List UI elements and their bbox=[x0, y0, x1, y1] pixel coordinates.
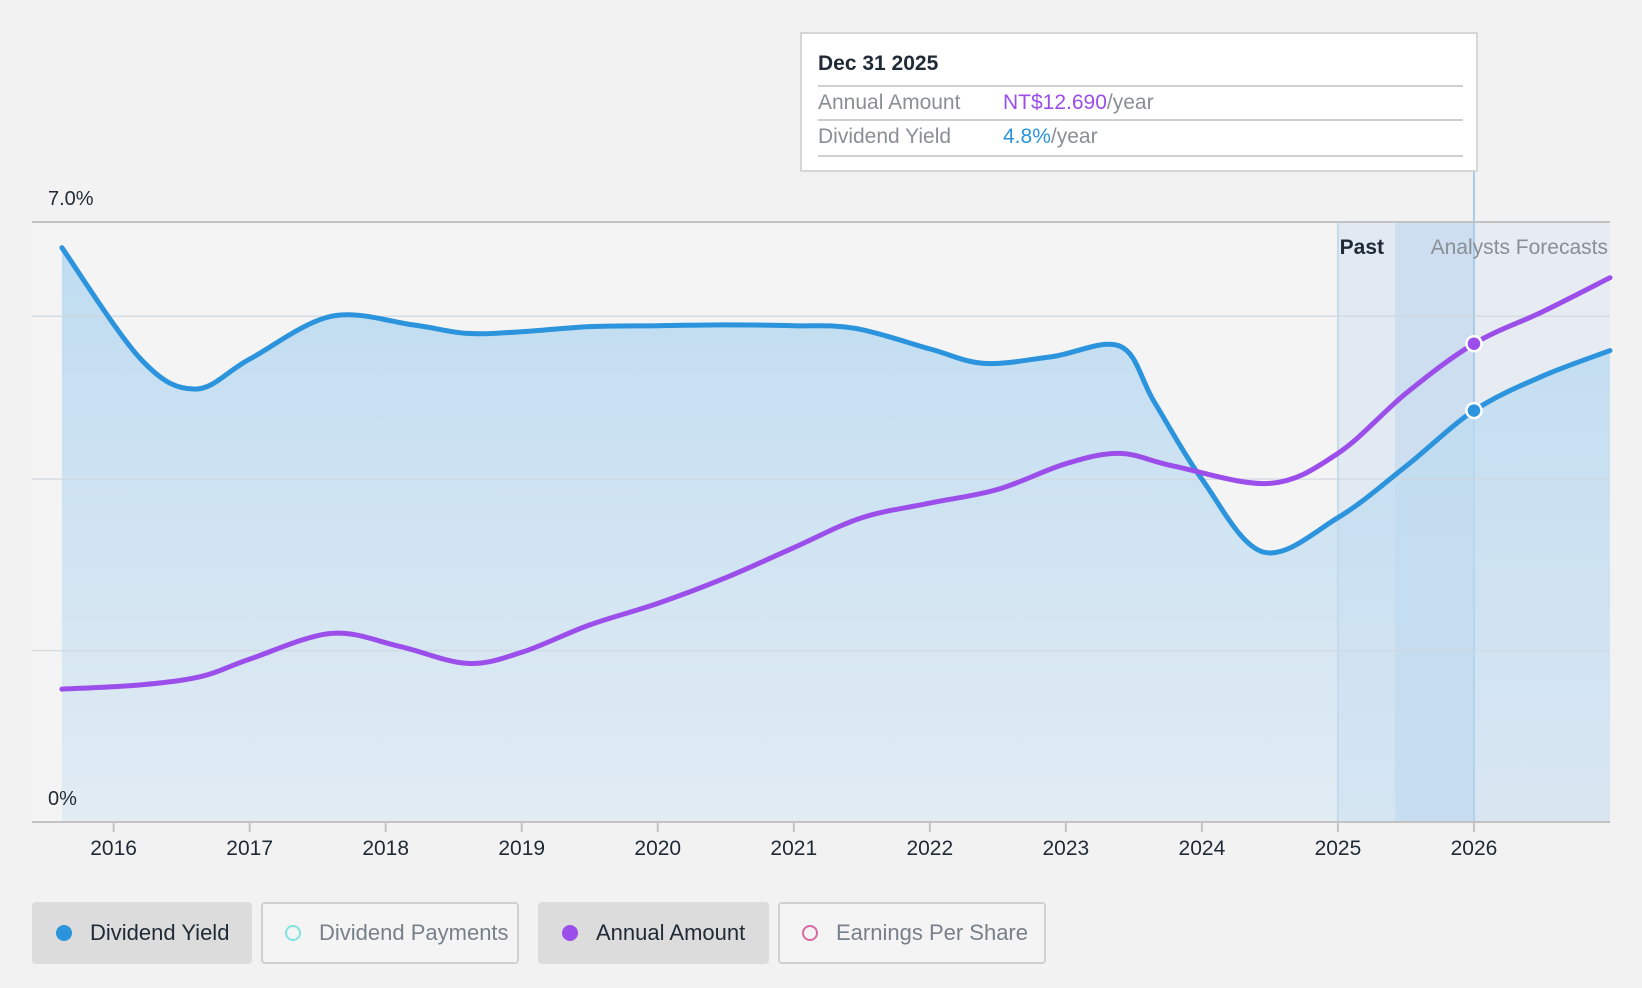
dividend-yield-line bbox=[59, 245, 1613, 556]
x-tick-label: 2022 bbox=[906, 837, 953, 860]
x-tick-label: 2021 bbox=[770, 837, 817, 860]
annual-amount-marker bbox=[1465, 334, 1483, 353]
x-tick-label: 2017 bbox=[226, 837, 273, 860]
annual-amount-unit: /year bbox=[1106, 91, 1154, 114]
annual-amount-value: NT$12.690 bbox=[1003, 91, 1107, 114]
tooltip-value: 4.8%/year bbox=[1003, 125, 1098, 149]
x-tick-label: 2023 bbox=[1043, 837, 1090, 860]
tooltip-date: Dec 31 2025 bbox=[818, 52, 939, 75]
x-tick-label: 2019 bbox=[498, 837, 545, 860]
x-tick-label: 2024 bbox=[1179, 837, 1226, 860]
dividend-chart: 7.0% 0% 2016 2017 2018 2019 2020 2021 2022 2023 20… bbox=[32, 172, 1613, 860]
legend-label: Dividend Yield bbox=[90, 920, 230, 945]
tooltip-label: Annual Amount bbox=[818, 91, 961, 114]
tooltip-label: Dividend Yield bbox=[818, 125, 952, 148]
legend-label: Earnings Per Share bbox=[836, 920, 1028, 945]
x-tick-label: 2016 bbox=[90, 837, 137, 860]
annual-amount-line bbox=[59, 275, 1613, 692]
tooltip-value: NT$12.690/year bbox=[1003, 91, 1154, 115]
dividend-yield-dot-icon bbox=[56, 925, 72, 941]
past-label: Past bbox=[1340, 236, 1384, 259]
x-tick-label: 2018 bbox=[362, 837, 409, 860]
annual-amount-dot-icon bbox=[562, 925, 578, 941]
legend-label: Annual Amount bbox=[596, 920, 746, 945]
tooltip-row-annual-amount: Annual Amount NT$12.690/year bbox=[818, 85, 1463, 121]
legend-annual-amount-button[interactable]: Annual Amount bbox=[538, 902, 769, 964]
dividend-yield-marker bbox=[1465, 401, 1483, 420]
legend-earnings-per-share-button[interactable]: Earnings Per Share bbox=[778, 902, 1046, 964]
x-tick-label: 2025 bbox=[1315, 837, 1362, 860]
dividend-payments-dot-icon bbox=[285, 925, 301, 941]
earnings-per-share-dot-icon bbox=[802, 925, 818, 941]
y-tick-label-top: 7.0% bbox=[48, 188, 94, 210]
legend-dividend-yield-button[interactable]: Dividend Yield bbox=[32, 902, 252, 964]
legend-dividend-payments-button[interactable]: Dividend Payments bbox=[261, 902, 519, 964]
dividend-yield-value: 4.8% bbox=[1003, 125, 1051, 148]
tooltip-row-dividend-yield: Dividend Yield 4.8%/year bbox=[818, 119, 1463, 157]
tooltip: Dec 31 2025 Annual Amount NT$12.690/year… bbox=[800, 32, 1478, 172]
x-tick-label: 2020 bbox=[634, 837, 681, 860]
legend-label: Dividend Payments bbox=[319, 920, 509, 945]
y-tick-label-bottom: 0% bbox=[48, 788, 77, 810]
x-tick-label: 2026 bbox=[1451, 837, 1498, 860]
forecast-label: Analysts Forecasts bbox=[1431, 236, 1608, 259]
dividend-yield-area bbox=[61, 247, 1610, 822]
dividend-yield-unit: /year bbox=[1050, 125, 1098, 148]
